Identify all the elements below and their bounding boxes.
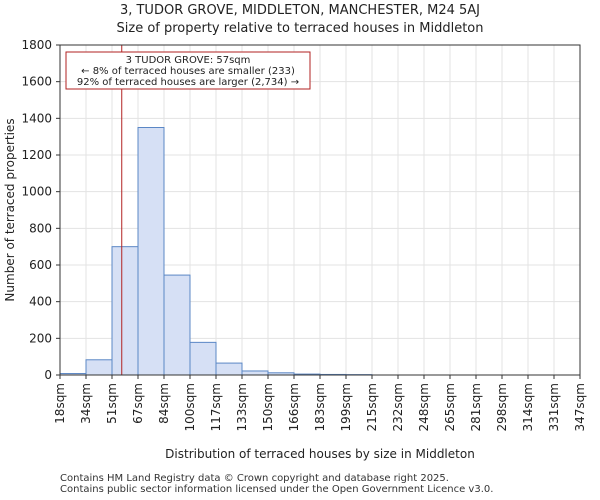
x-tick-label: 347sqm: [573, 383, 587, 431]
x-tick-label: 281sqm: [469, 383, 483, 431]
x-tick-label: 34sqm: [79, 383, 93, 424]
y-tick-label: 0: [44, 368, 52, 382]
x-tick-label: 51sqm: [105, 383, 119, 424]
x-tick-label: 248sqm: [417, 383, 431, 431]
y-tick-label: 200: [29, 331, 52, 345]
chart-subtitle: Size of property relative to terraced ho…: [116, 21, 484, 36]
x-tick-label: 67sqm: [131, 383, 145, 424]
x-tick-label: 265sqm: [443, 383, 457, 431]
x-tick-label: 331sqm: [547, 383, 561, 431]
annotation-line: 92% of terraced houses are larger (2,734…: [77, 77, 299, 88]
histogram-bar: [163, 274, 191, 376]
annotation-line: ← 8% of terraced houses are smaller (233…: [81, 66, 295, 77]
x-tick-label: 314sqm: [521, 383, 535, 431]
histogram-bar: [85, 359, 113, 376]
x-tick-label: 166sqm: [287, 383, 301, 431]
y-tick-label: 400: [29, 295, 52, 309]
footer-licence: Contains public sector information licen…: [60, 484, 494, 495]
histogram-chart: 0 200 400 600 800 1000 1200 1400 1600 1800 18sqm 3…: [3, 38, 587, 461]
y-axis-label: Number of terraced properties: [3, 118, 17, 301]
x-tick-label: 298sqm: [495, 383, 509, 431]
x-tick-label: 100sqm: [183, 383, 197, 431]
y-tick-label: 1800: [21, 38, 52, 52]
histogram-bar: [137, 127, 165, 376]
x-tick-label: 150sqm: [261, 383, 275, 431]
x-tick-label: 84sqm: [157, 383, 171, 424]
y-tick-label: 1000: [21, 185, 52, 199]
y-tick-label: 1600: [21, 75, 52, 89]
x-tick-label: 232sqm: [391, 383, 405, 431]
x-axis-label: Distribution of terraced houses by size …: [165, 447, 475, 461]
x-tick-label: 117sqm: [209, 383, 223, 431]
x-tick-label: 18sqm: [53, 383, 67, 424]
annotation-line: 3 TUDOR GROVE: 57sqm: [126, 55, 251, 66]
x-tick-label: 215sqm: [365, 383, 379, 431]
annotation-box: [65, 51, 311, 90]
chart-title: 3, TUDOR GROVE, MIDDLETON, MANCHESTER, M…: [119, 3, 481, 18]
histogram-bar: [189, 341, 217, 376]
y-tick-label: 600: [29, 258, 52, 272]
histogram-bar: [241, 370, 269, 376]
y-tick-label: 1400: [21, 111, 52, 125]
x-tick-label: 133sqm: [235, 383, 249, 431]
histogram-bar: [111, 246, 139, 376]
y-tick-label: 800: [29, 221, 52, 235]
x-tick-label: 183sqm: [313, 383, 327, 431]
x-tick-label: 199sqm: [339, 383, 353, 431]
histogram-bar: [215, 362, 243, 376]
footer-copyright: Contains HM Land Registry data © Crown c…: [60, 473, 449, 484]
y-tick-label: 1200: [21, 148, 52, 162]
